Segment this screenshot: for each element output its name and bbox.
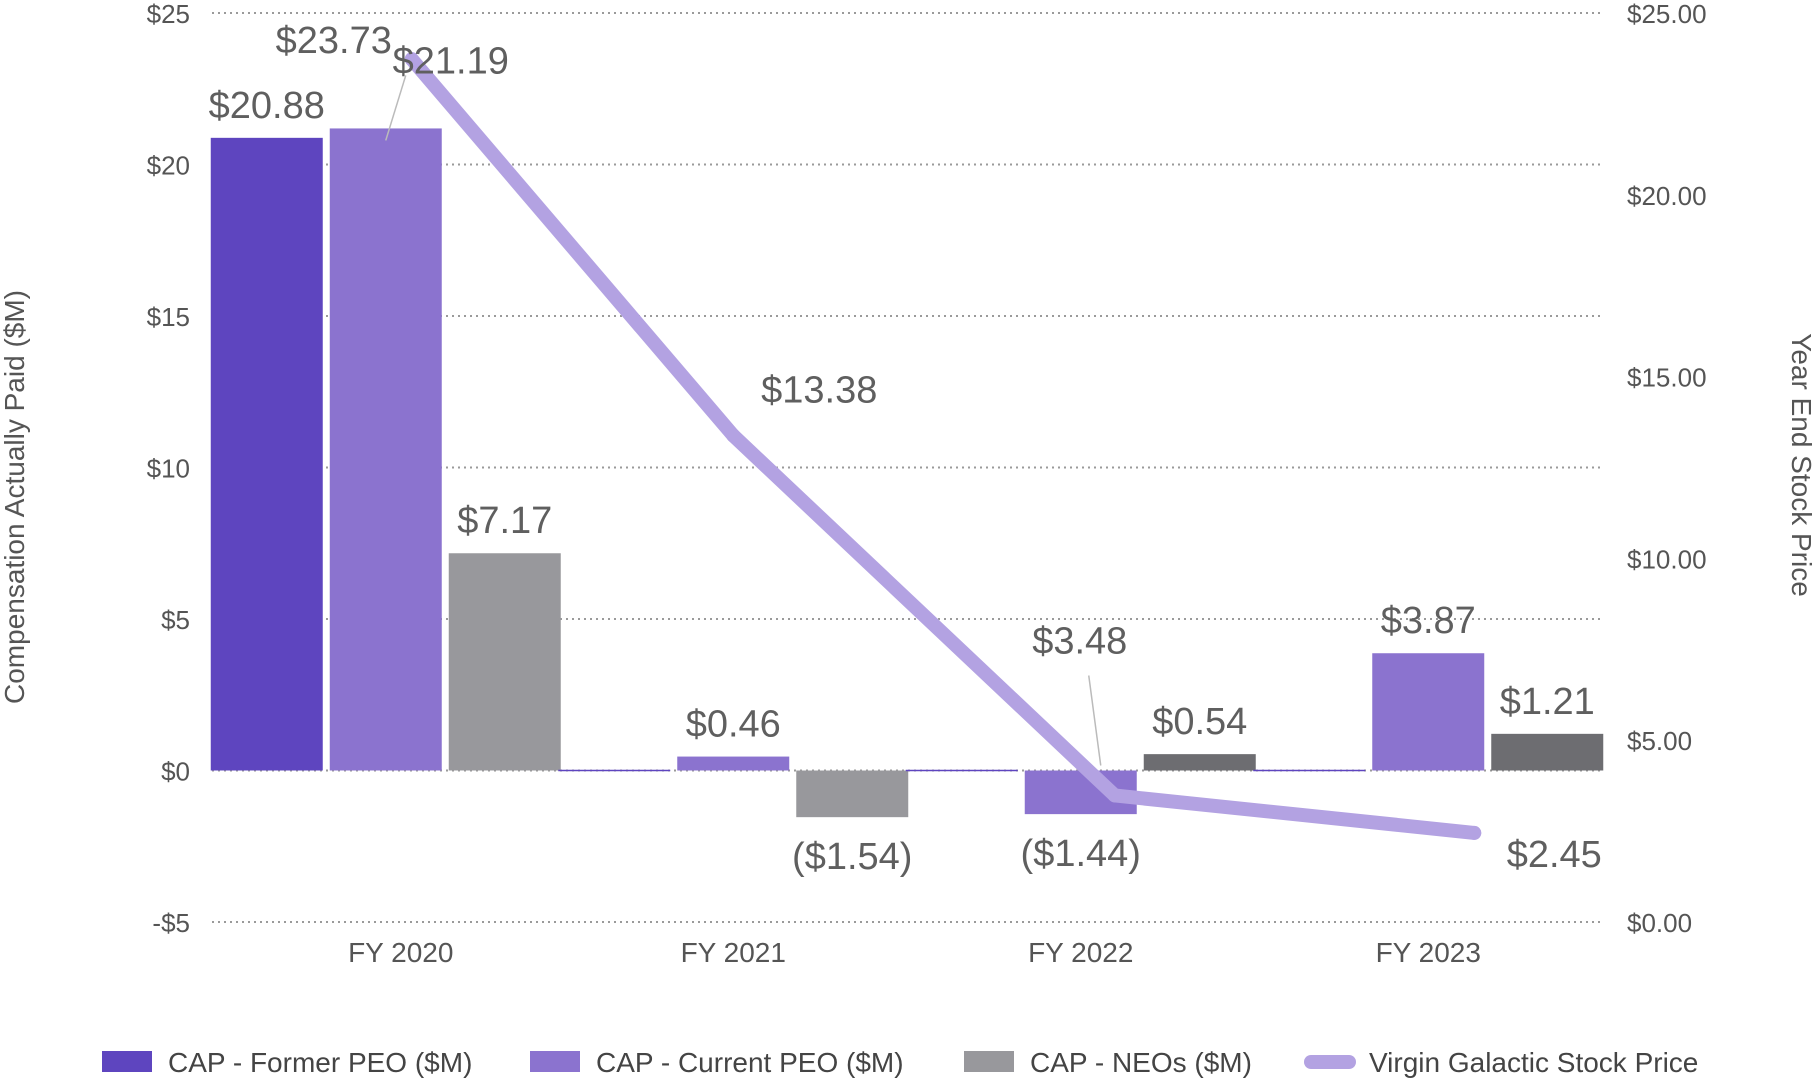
x-tick-label: FY 2020 <box>348 937 453 968</box>
right-axis-ticks: $25.00 $20.00 $15.00 $10.00 $5.00 $0.00 <box>1627 0 1707 938</box>
bar <box>210 137 323 771</box>
y2-axis-label: Year End Stock Price <box>1786 333 1817 597</box>
bar-data-label: $0.46 <box>686 704 781 746</box>
line-data-label: $2.45 <box>1507 834 1602 876</box>
bar <box>1253 769 1366 772</box>
bar-data-label: ($1.44) <box>1021 833 1141 875</box>
y-tick-label: $15 <box>147 302 190 332</box>
data-labels: $20.88 $21.19 $7.17 $0.46 ($1.54) ($1.44) $0.5… <box>209 20 1602 878</box>
stock-price-line <box>404 52 1482 840</box>
y2-tick-label: $15.00 <box>1627 363 1707 393</box>
line-data-label: $3.48 <box>1032 620 1127 662</box>
stock-price-point <box>726 428 741 443</box>
x-tick-label: FY 2021 <box>681 937 786 968</box>
y2-tick-label: $0.00 <box>1627 908 1692 938</box>
line-data-label: $13.38 <box>761 370 877 412</box>
bar-data-label: $7.17 <box>457 500 552 542</box>
y-tick-label: $5 <box>161 605 190 635</box>
bar-data-label: $3.87 <box>1381 600 1476 642</box>
legend-swatch <box>530 1051 580 1072</box>
legend: CAP - Former PEO ($M) CAP - Current PEO (… <box>102 1047 1698 1078</box>
left-axis-ticks: $25 $20 $15 $10 $5 $0 -$5 <box>147 0 190 938</box>
leader-line <box>385 75 407 141</box>
y-tick-label: $25 <box>147 0 190 29</box>
bar-data-label: ($1.54) <box>792 836 912 878</box>
bar <box>905 769 1018 772</box>
y-tick-label: $20 <box>147 151 190 181</box>
bar <box>1143 754 1256 771</box>
x-tick-label: FY 2023 <box>1376 937 1481 968</box>
leader-line <box>1088 675 1102 766</box>
stock-price-point <box>1107 788 1122 803</box>
stock-price-point <box>1467 825 1482 840</box>
legend-label: CAP - Former PEO ($M) <box>168 1047 472 1078</box>
y2-tick-label: $10.00 <box>1627 544 1707 574</box>
bar-data-label: $0.54 <box>1152 701 1247 743</box>
bars <box>210 128 1604 818</box>
legend-label: CAP - NEOs ($M) <box>1030 1047 1252 1078</box>
legend-swatch <box>964 1051 1014 1072</box>
legend-label: CAP - Current PEO ($M) <box>596 1047 904 1078</box>
y-tick-label: $0 <box>161 757 190 787</box>
y2-tick-label: $20.00 <box>1627 181 1707 211</box>
y-tick-label: -$5 <box>152 908 190 938</box>
y-axis-label: Compensation Actually Paid ($M) <box>0 290 30 704</box>
x-axis-ticks: FY 2020 FY 2021 FY 2022 FY 2023 <box>348 937 1481 968</box>
y2-tick-label: $5.00 <box>1627 726 1692 756</box>
bar-data-label: $20.88 <box>209 85 325 127</box>
line-data-label: $23.73 <box>276 20 392 62</box>
bar <box>1491 733 1604 771</box>
bar <box>1372 653 1485 771</box>
y2-tick-label: $25.00 <box>1627 0 1707 29</box>
legend-label: Virgin Galactic Stock Price <box>1369 1047 1698 1078</box>
bar <box>448 553 561 771</box>
stock-price-point <box>404 52 419 67</box>
gridlines <box>212 12 1602 923</box>
bar <box>796 770 909 818</box>
bar <box>677 756 790 771</box>
legend-swatch <box>102 1051 152 1072</box>
y-tick-label: $10 <box>147 454 190 484</box>
bar-data-label: $21.19 <box>393 40 509 82</box>
bar <box>329 128 442 771</box>
bar <box>558 769 671 772</box>
stock-price-line-group <box>404 52 1482 840</box>
x-tick-label: FY 2022 <box>1028 937 1133 968</box>
bar-data-label: $1.21 <box>1500 681 1595 723</box>
